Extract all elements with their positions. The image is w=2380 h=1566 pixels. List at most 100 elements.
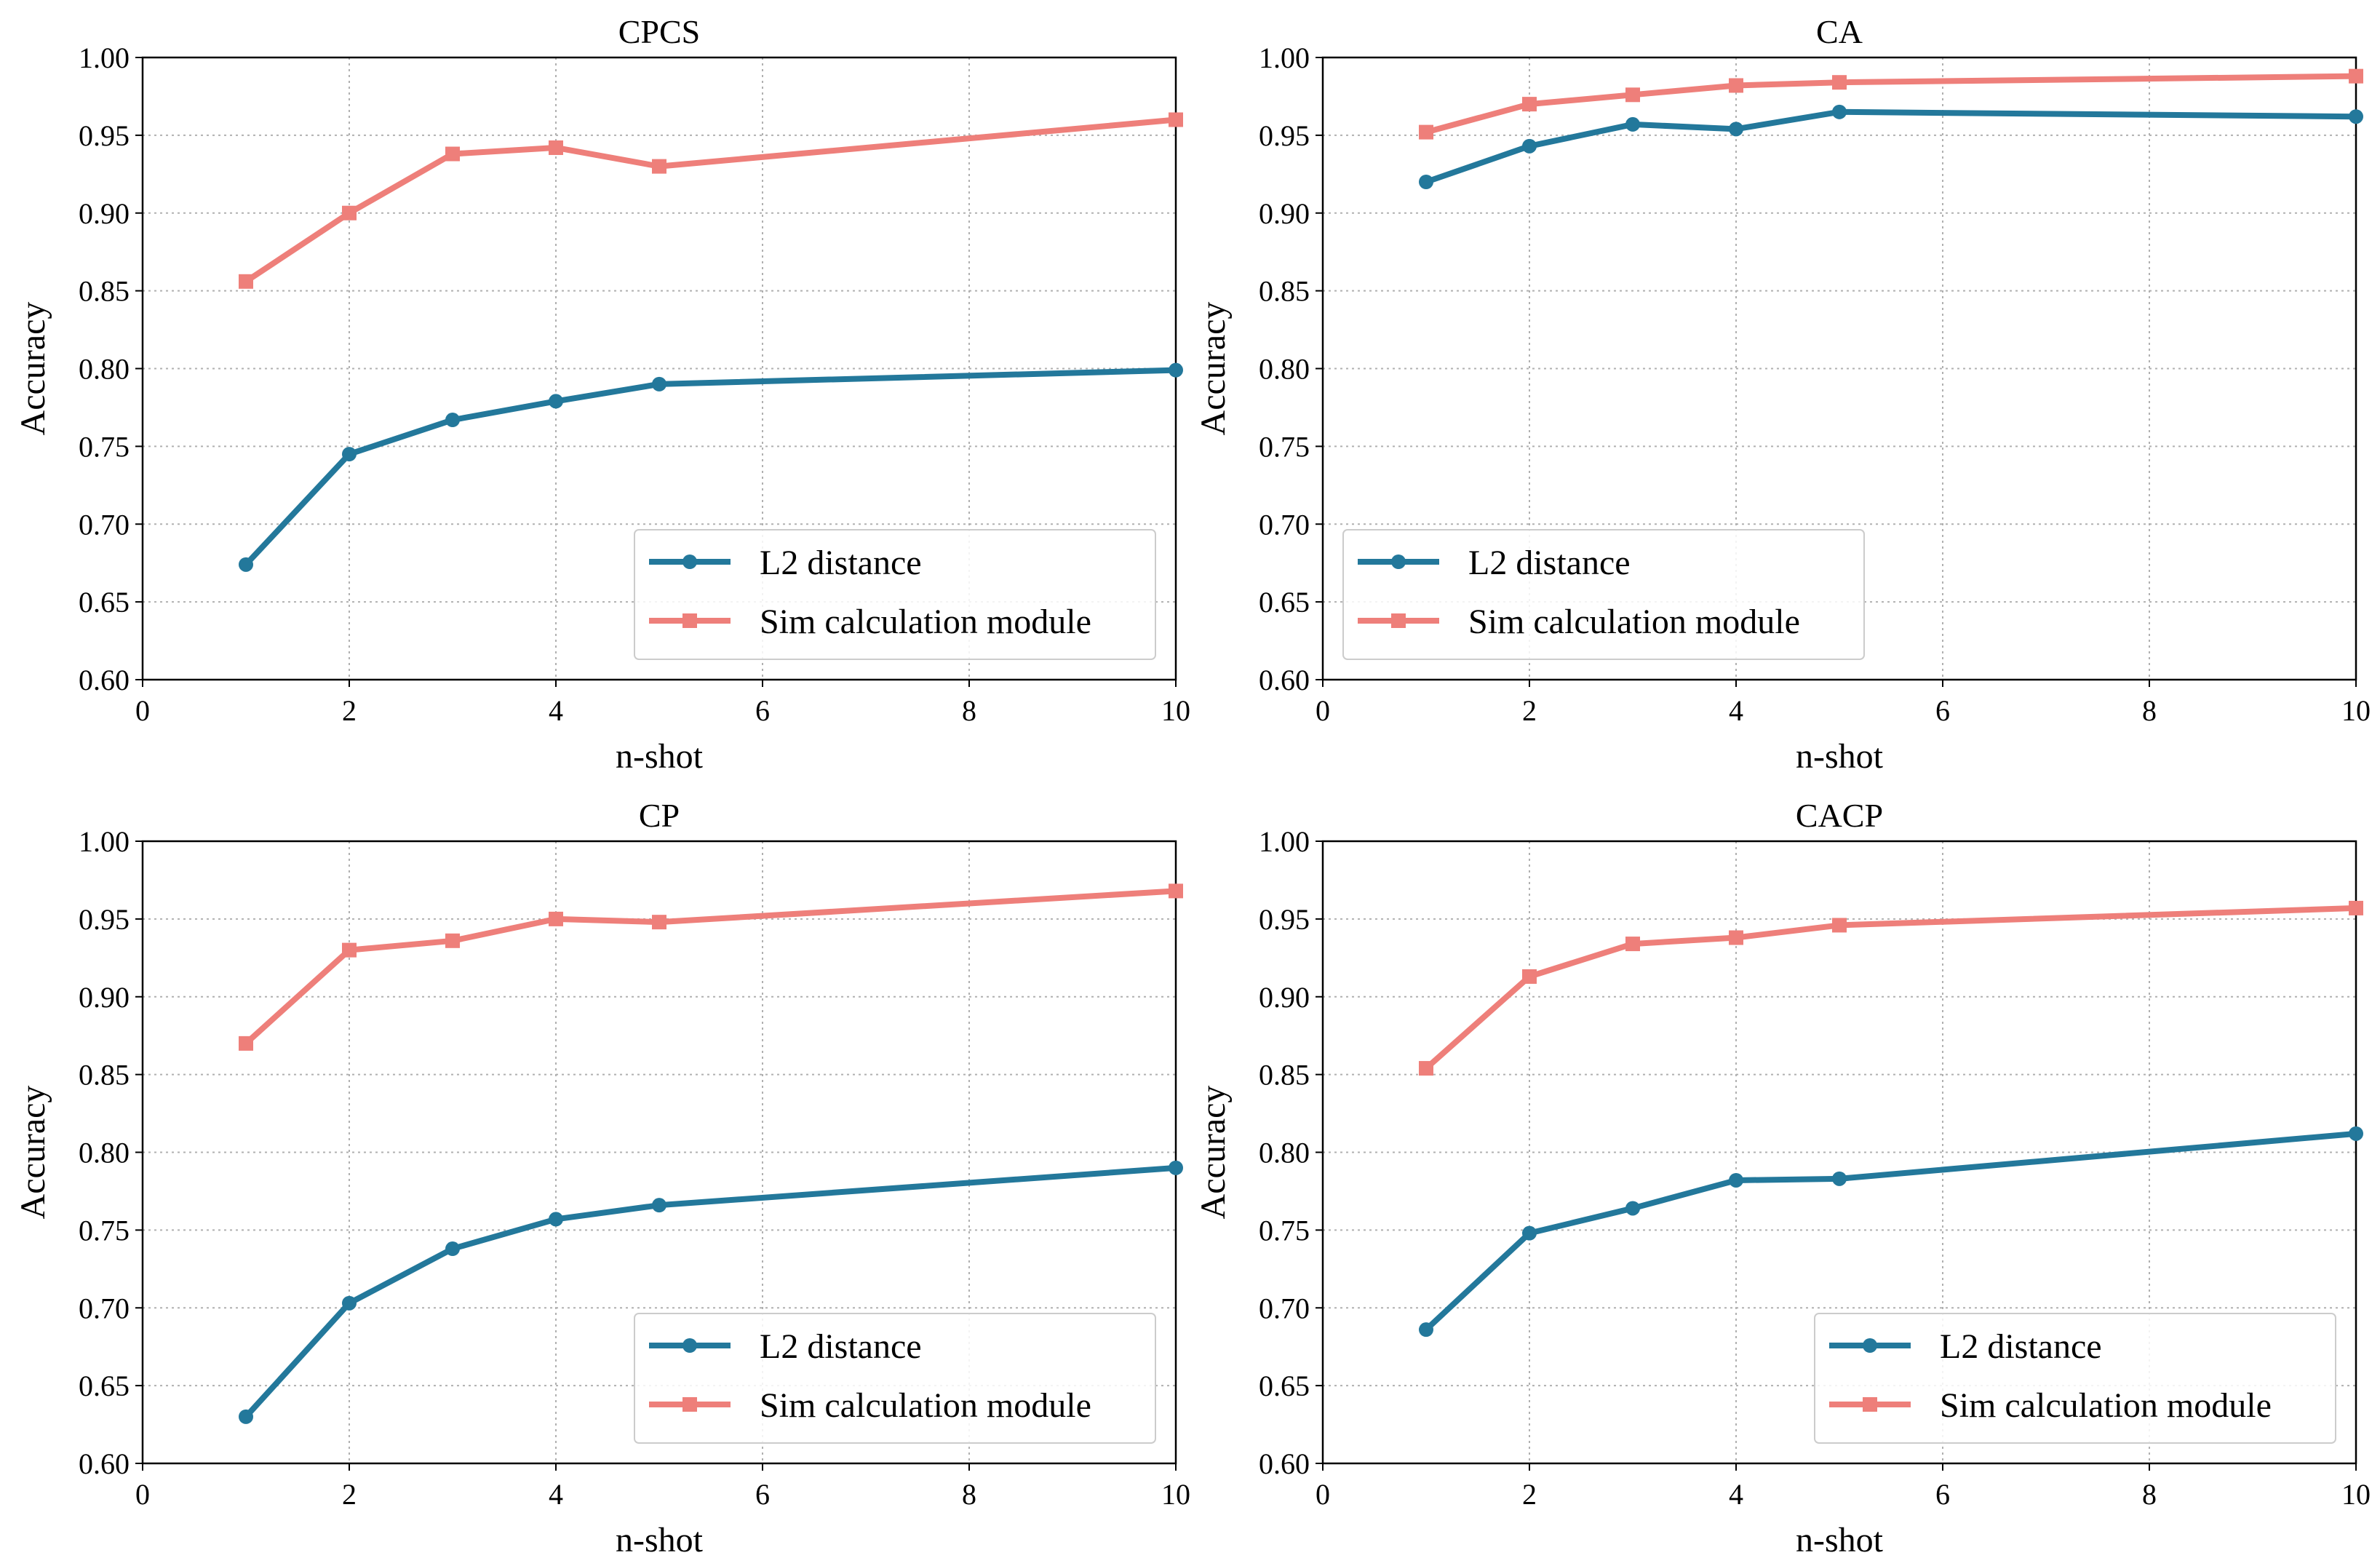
series-line [243, 1164, 1179, 1420]
chart-panel-ca: 0 2 4 6 8 10 0.60 0.65 0.70 0.75 0.80 0.85 0.90 0.95 1… [1194, 13, 2371, 776]
chart-panel-cpcs: 0 2 4 6 8 10 0.60 0.65 0.70 0.75 0.80 0.85 0.90 0.95 1… [14, 13, 1190, 776]
y-tick-label: 0.80 [79, 1137, 130, 1169]
series-sim-calculation-module [1419, 68, 2363, 140]
legend-label: L2 distance [1940, 1327, 2102, 1366]
data-point [1625, 87, 1640, 103]
legend-box [1342, 529, 1865, 660]
x-tick-label: 0 [135, 694, 150, 727]
y-axis-label: Accuracy [1194, 1086, 1233, 1220]
series-sim-calculation-module [239, 883, 1183, 1051]
data-point [342, 447, 357, 462]
y-tick-label: 0.90 [79, 197, 130, 230]
legend-item: Sim calculation module [1829, 1386, 2272, 1425]
data-point [1729, 78, 1743, 93]
data-point [1522, 97, 1537, 112]
legend-label: Sim calculation module [1468, 603, 1800, 641]
x-tick-label: 10 [2341, 1478, 2371, 1511]
data-point [1169, 883, 1183, 899]
data-point [239, 557, 253, 572]
legend-label: L2 distance [760, 1327, 922, 1366]
y-tick-label: 0.65 [79, 586, 130, 619]
legend-label: Sim calculation module [760, 1386, 1091, 1425]
data-point [445, 933, 460, 948]
legend-item: L2 distance [1358, 544, 1631, 582]
y-axis-label: Accuracy [14, 302, 52, 436]
y-tick-label: 0.60 [1259, 1447, 1310, 1480]
x-tick-label: 8 [2142, 1478, 2157, 1511]
x-tick-label: 10 [2341, 694, 2371, 727]
series-l2-distance [239, 1160, 1183, 1424]
y-tick-label: 0.75 [1259, 1214, 1310, 1247]
data-point [1419, 124, 1433, 140]
series-line [243, 888, 1179, 1046]
x-tick-label: 4 [1729, 694, 1743, 727]
data-point [1169, 112, 1183, 127]
data-point [1169, 1160, 1183, 1175]
data-point [549, 911, 563, 926]
legend-marker [1863, 1338, 1877, 1353]
series-sim-calculation-module [1419, 900, 2363, 1076]
legend-item: Sim calculation module [649, 603, 1091, 641]
x-tick-label: 2 [1522, 1478, 1537, 1511]
data-point [2349, 1126, 2363, 1141]
data-point [445, 413, 460, 428]
y-tick-label: 0.80 [1259, 1137, 1310, 1169]
series-sim-calculation-module [239, 112, 1183, 289]
data-point [1729, 1172, 1743, 1188]
x-tick-label: 2 [342, 694, 357, 727]
y-tick-label: 0.90 [1259, 981, 1310, 1014]
y-tick-label: 0.75 [79, 1214, 130, 1247]
y-tick-label: 0.95 [1259, 903, 1310, 936]
data-point [549, 394, 563, 409]
legend-marker [682, 1397, 697, 1412]
y-tick-label: 0.85 [79, 1059, 130, 1092]
data-point [652, 1198, 666, 1213]
chart-panel-cacp: 0 2 4 6 8 10 0.60 0.65 0.70 0.75 0.80 0.85 0.90 0.95 1… [1194, 797, 2371, 1559]
legend-marker [682, 1338, 697, 1353]
legend-item: L2 distance [649, 544, 922, 582]
y-axis-label: Accuracy [14, 1086, 52, 1220]
data-point [342, 205, 357, 220]
legend-marker [1863, 1397, 1877, 1412]
y-tick-label: 0.80 [79, 353, 130, 386]
x-tick-label: 0 [135, 1478, 150, 1511]
data-point [342, 942, 357, 958]
legend-box [634, 1313, 1156, 1444]
x-tick-label: 8 [2142, 694, 2157, 727]
y-tick-label: 0.85 [1259, 1059, 1310, 1092]
legend: L2 distance Sim calculation module [1814, 1313, 2336, 1444]
data-point [1522, 969, 1537, 984]
data-point [549, 140, 563, 155]
x-tick-label: 10 [1161, 1478, 1190, 1511]
series-l2-distance [239, 362, 1183, 572]
data-point [1419, 1061, 1433, 1076]
data-point [239, 1036, 253, 1051]
data-point [2349, 68, 2363, 84]
series-line [243, 367, 1179, 568]
legend-marker [682, 555, 697, 569]
data-point [1832, 104, 1847, 119]
y-tick-label: 0.85 [79, 275, 130, 308]
y-tick-label: 0.90 [79, 981, 130, 1014]
y-tick-label: 0.65 [1259, 586, 1310, 619]
y-tick-label: 0.70 [79, 1292, 130, 1324]
data-point [1169, 362, 1183, 378]
x-axis-label: n-shot [1796, 1521, 1884, 1559]
legend: L2 distance Sim calculation module [1342, 529, 1865, 660]
y-tick-label: 0.65 [79, 1370, 130, 1402]
series-l2-distance [1419, 104, 2363, 189]
data-point [1832, 918, 1847, 933]
data-point [445, 1241, 460, 1257]
data-point [1729, 122, 1743, 137]
x-tick-label: 0 [1316, 694, 1330, 727]
data-point [2349, 900, 2363, 915]
data-point [1419, 1322, 1433, 1338]
legend-label: L2 distance [1468, 544, 1631, 582]
y-tick-label: 0.75 [79, 430, 130, 463]
data-point [652, 376, 666, 392]
y-axis-label: Accuracy [1194, 302, 1233, 436]
series-line [1423, 73, 2359, 135]
x-tick-label: 8 [962, 694, 976, 727]
x-axis-label: n-shot [616, 1521, 704, 1559]
series-line [1423, 108, 2359, 185]
